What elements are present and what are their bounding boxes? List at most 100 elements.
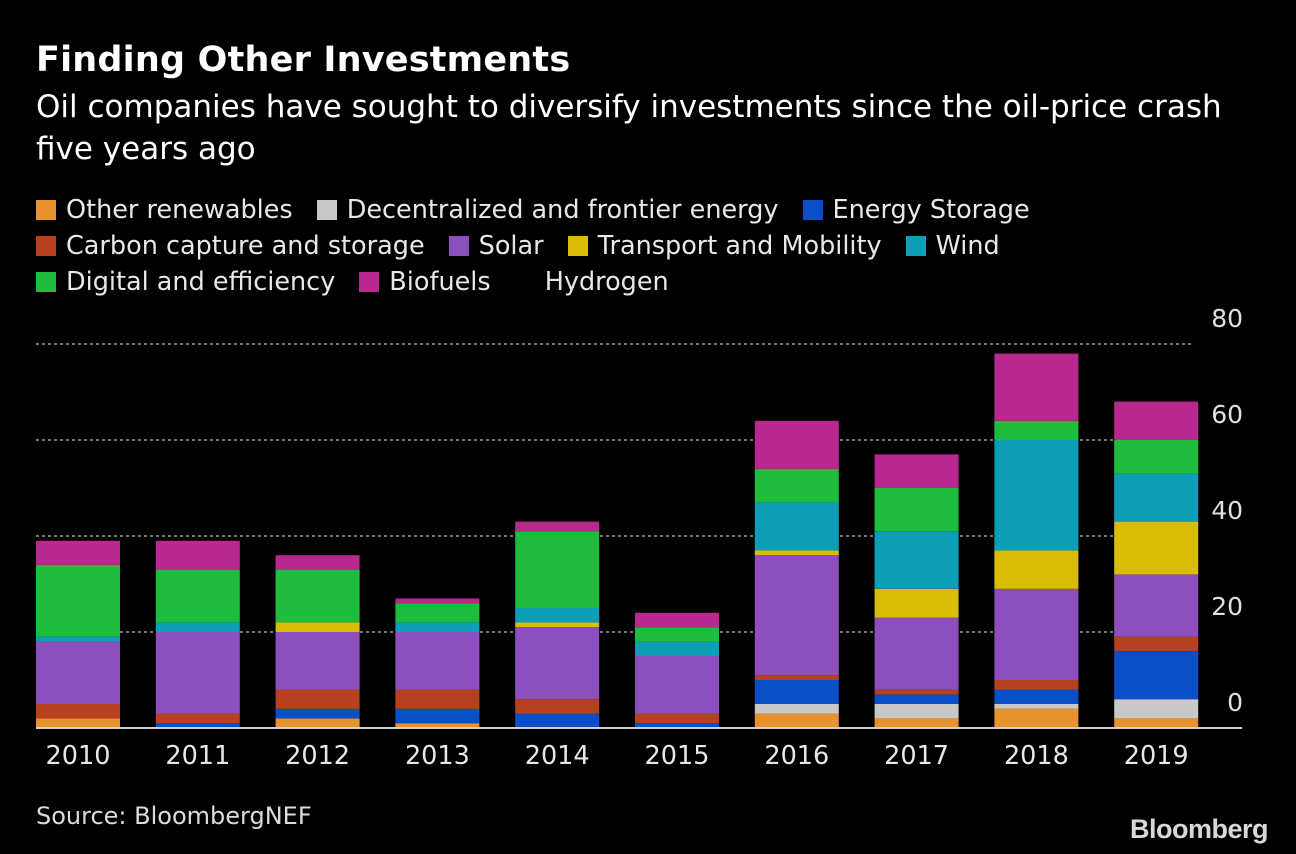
legend-item-energy-storage: Energy Storage (802, 195, 1030, 225)
x-tick-label: 2017 (884, 741, 949, 771)
bar-segment-energy-storage (754, 680, 839, 704)
legend-row: Digital and efficiency Biofuels Hydrogen (36, 264, 1276, 300)
legend-item-carbon-capture-and-storage: Carbon capture and storage (36, 231, 425, 261)
legend-label: Solar (478, 231, 544, 261)
bar-segment-biofuels (1114, 401, 1199, 440)
bar-segment-solar (395, 632, 480, 690)
y-tick-label: 0 (1227, 688, 1243, 717)
bar-segment-digital-and-efficiency (1114, 440, 1199, 474)
x-tick-label: 2015 (645, 741, 710, 771)
bar-segment-carbon-capture-and-storage (155, 713, 240, 724)
legend-swatch (36, 236, 56, 256)
bar-segment-decentralized-and-frontier-energy (1114, 699, 1199, 719)
legend-item-wind: Wind (905, 231, 1000, 261)
bar-segment-digital-and-efficiency (515, 531, 600, 608)
legend-item-other-renewables: Other renewables (36, 195, 293, 225)
bar-segment-wind (36, 636, 120, 642)
legend-swatch (514, 272, 535, 292)
bar-segment-solar (155, 632, 240, 714)
bar-segment-other-renewables (36, 718, 120, 728)
bar-segment-other-renewables (395, 723, 480, 728)
bar-segment-carbon-capture-and-storage (994, 680, 1079, 690)
legend-label: Wind (935, 231, 1000, 261)
x-tick-label: 2019 (1124, 741, 1189, 771)
bar-segment-transport-and-mobility (1114, 521, 1199, 575)
legend-swatch (448, 236, 469, 256)
legend-swatch (36, 272, 56, 292)
y-tick-label: 40 (1211, 496, 1243, 525)
bar-segment-digital-and-efficiency (874, 488, 959, 532)
legend-label: Energy Storage (832, 195, 1030, 225)
bar-segment-decentralized-and-frontier-energy (994, 704, 1079, 709)
y-tick-label: 80 (1211, 304, 1243, 333)
legend-swatch (316, 200, 337, 220)
legend-label: Hydrogen (544, 267, 669, 297)
legend-item-decentralized-and-frontier-energy: Decentralized and frontier energy (316, 195, 779, 225)
legend-swatch (802, 200, 823, 220)
bar-segment-energy-storage (515, 713, 600, 728)
bar-segment-decentralized-and-frontier-energy (874, 704, 959, 719)
x-tick-label: 2012 (285, 741, 350, 771)
bar-segment-solar (635, 656, 719, 714)
bar-segment-carbon-capture-and-storage (754, 675, 839, 680)
bar-segment-digital-and-efficiency (36, 564, 120, 637)
bar-segment-wind (994, 440, 1079, 551)
bar-segment-digital-and-efficiency (754, 468, 839, 503)
bar-segment-biofuels (994, 353, 1079, 421)
y-tick-label: 20 (1211, 592, 1243, 621)
legend-item-biofuels: Biofuels (359, 267, 491, 297)
bar-segment-energy-storage (994, 689, 1079, 704)
legend-label: Decentralized and frontier energy (346, 195, 779, 225)
legend-item-solar: Solar (448, 231, 544, 261)
bar-segment-other-renewables (994, 708, 1079, 728)
bar-segment-wind (395, 622, 480, 632)
bar-segment-decentralized-and-frontier-energy (754, 704, 839, 714)
bloomberg-logo: Bloomberg (1129, 814, 1269, 844)
legend-item-transport-and-mobility: Transport and Mobility (567, 231, 882, 261)
source-note: Source: BloombergNEF (36, 802, 312, 830)
x-tick-label: 2014 (525, 741, 590, 771)
legend-item-digital-and-efficiency: Digital and efficiency (36, 267, 335, 297)
bar-segment-transport-and-mobility (994, 550, 1079, 589)
bar-segment-wind (515, 608, 600, 623)
legend-swatch (359, 272, 380, 292)
bar-segment-transport-and-mobility (874, 588, 959, 618)
legend-row: Carbon capture and storage Solar Transpo… (36, 228, 1276, 264)
bar-segment-energy-storage (1114, 651, 1199, 700)
bar-segment-carbon-capture-and-storage (1114, 636, 1199, 652)
bar-segment-digital-and-efficiency (155, 569, 240, 623)
bar-segment-energy-storage (275, 708, 360, 719)
bar-segment-solar (874, 617, 959, 690)
legend-label: Biofuels (389, 267, 491, 297)
bar-segment-solar (515, 627, 600, 700)
bar-segment-other-renewables (1114, 718, 1199, 728)
x-tick-label: 2016 (764, 741, 829, 771)
bar-segment-biofuels (635, 612, 719, 628)
bar-segment-other-renewables (275, 718, 360, 728)
bar-segment-carbon-capture-and-storage (874, 689, 959, 695)
bar-segment-other-renewables (874, 718, 959, 728)
legend-swatch (905, 236, 926, 256)
bar-segment-transport-and-mobility (754, 550, 839, 556)
bar-segment-biofuels (155, 540, 240, 570)
legend: Other renewables Decentralized and front… (36, 192, 1276, 300)
bar-segment-wind (635, 641, 719, 656)
x-tick-label: 2010 (46, 741, 111, 771)
bar-segment-carbon-capture-and-storage (635, 713, 719, 724)
bar-segment-wind (874, 531, 959, 589)
bar-segment-carbon-capture-and-storage (395, 689, 480, 709)
bar-segment-solar (754, 555, 839, 676)
x-tick-label: 2013 (405, 741, 470, 771)
bar-segment-biofuels (36, 540, 120, 565)
bar-segment-carbon-capture-and-storage (275, 689, 360, 709)
x-tick-label: 2018 (1004, 741, 1069, 771)
legend-swatch (36, 200, 56, 220)
legend-label: Other renewables (66, 195, 293, 225)
bar-segment-solar (994, 588, 1079, 680)
bar-segment-biofuels (515, 521, 600, 532)
bar-segment-carbon-capture-and-storage (515, 699, 600, 714)
bar-segment-carbon-capture-and-storage (36, 704, 120, 719)
bar-segment-transport-and-mobility (275, 622, 360, 632)
axes: 0 20 40 60 80 2010 2011 2012 2013 2014 2015 2016 201… (36, 304, 1243, 771)
